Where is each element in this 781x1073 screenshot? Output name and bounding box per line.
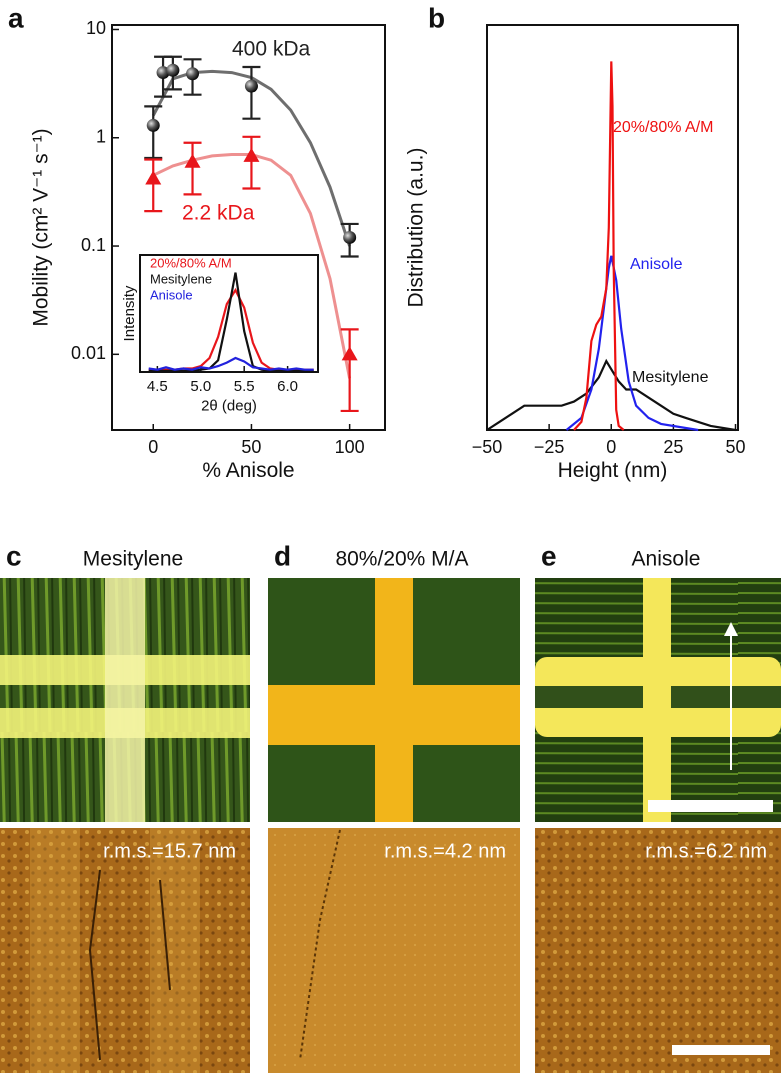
marker: [244, 79, 258, 93]
rms-label: r.m.s.=4.2 nm: [384, 840, 506, 862]
series-label: Anisole: [150, 287, 193, 302]
x-tick-label: 5.0: [190, 378, 211, 395]
error-bar: [144, 105, 163, 160]
x-tick-label: 0: [606, 437, 616, 457]
y-tick-label: 1: [96, 127, 106, 147]
x-tick-label: 5.5: [234, 378, 255, 395]
error-bar: [183, 141, 202, 196]
marker: [343, 230, 357, 244]
y-tick-label: 10: [86, 18, 106, 38]
plot-frame: [139, 254, 319, 373]
series-label: Mesitylene: [632, 369, 709, 386]
chart: 4.5 5.0 5.5 6.0 2θ (deg) Intensity 20%/80% A/M…: [121, 254, 319, 414]
series-label: 2.2 kDa: [182, 202, 255, 225]
series-label: 20%/80% A/M: [613, 119, 714, 136]
panel-title: 80%/20% M/A: [335, 548, 468, 571]
rms-label: r.m.s.=6.2 nm: [645, 840, 767, 862]
series-line: [486, 358, 736, 432]
chart: −50 −25 0 25 50 Height (nm) Distribution (a.u.…: [405, 2, 746, 482]
error-bar: [144, 158, 163, 213]
x-tick-label: 0: [148, 437, 158, 457]
panel-label: a: [8, 2, 24, 33]
series-line: [148, 356, 314, 371]
x-axis-label: 2θ (deg): [201, 397, 257, 414]
marker: [156, 66, 170, 80]
x-tick-label: 6.0: [277, 378, 298, 395]
marker: [243, 147, 260, 162]
marker: [341, 346, 358, 361]
y-axis-label: Mobility (cm² V⁻¹ s⁻¹): [30, 128, 53, 326]
x-tick-label: 100: [335, 437, 365, 457]
series-line: [565, 255, 699, 432]
error-bar: [340, 328, 359, 413]
series-line: [148, 272, 314, 372]
panel-label: d: [274, 540, 291, 571]
x-tick-label: 50: [725, 437, 745, 457]
rms-label: r.m.s.=15.7 nm: [103, 840, 236, 862]
marker: [145, 170, 162, 185]
panel-label: e: [541, 540, 557, 571]
panel-label: b: [428, 2, 445, 33]
error-bar: [242, 135, 261, 190]
x-tick-label: −25: [534, 437, 565, 457]
x-tick-label: 50: [241, 437, 261, 457]
error-bar: [242, 65, 261, 120]
y-tick-label: 0.1: [81, 235, 106, 255]
panel-title: Mesitylene: [83, 548, 183, 571]
series-label: 400 kDa: [232, 38, 311, 61]
afm-images: [0, 828, 781, 1073]
plot-frame: [486, 24, 739, 431]
panel-label: c: [6, 540, 22, 571]
x-tick-label: −50: [472, 437, 503, 457]
x-tick-label: 25: [663, 437, 683, 457]
chart: 0 50 100 0.01 0.1 1 10 % Anisole Mobility (cm² V…: [8, 2, 386, 482]
y-axis-label: Intensity: [121, 285, 138, 341]
x-axis-label: % Anisole: [202, 459, 294, 482]
x-axis-label: Height (nm): [558, 459, 668, 482]
series-line: [573, 61, 625, 431]
series-label: 20%/80% A/M: [150, 255, 232, 270]
marker: [186, 67, 200, 81]
marker: [146, 118, 160, 132]
series-label: Mesitylene: [150, 271, 212, 286]
x-tick-label: 4.5: [147, 378, 168, 395]
plot-frame: [111, 24, 386, 431]
y-tick-label: 0.01: [71, 343, 106, 363]
y-axis-label: Distribution (a.u.): [405, 148, 428, 308]
marker: [184, 153, 201, 168]
marker: [166, 63, 180, 77]
series-label: Anisole: [630, 256, 683, 273]
optical-images: [0, 578, 781, 822]
panel-title: Anisole: [632, 548, 701, 571]
